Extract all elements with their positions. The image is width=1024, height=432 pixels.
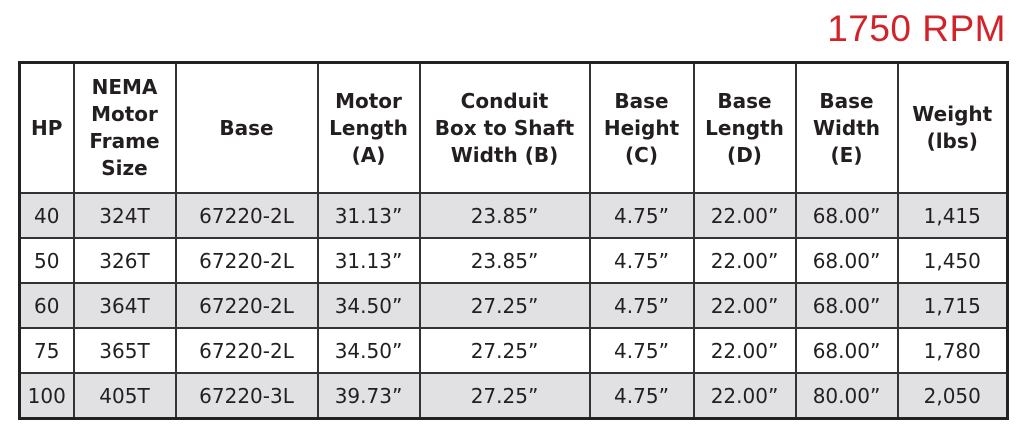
table-cell: 23.85” bbox=[418, 237, 591, 284]
column-header: Base Length (D) bbox=[692, 61, 797, 194]
table-cell: 364T bbox=[72, 282, 177, 329]
table-cell: 1,715 bbox=[896, 282, 1009, 329]
table-cell: 4.75” bbox=[588, 327, 695, 374]
column-header: Base Height (C) bbox=[588, 61, 695, 194]
table-cell: 324T bbox=[72, 192, 177, 239]
table-cell: 100 bbox=[18, 372, 75, 420]
table-cell: 34.50” bbox=[316, 327, 421, 374]
table-cell: 68.00” bbox=[794, 192, 899, 239]
table-body: 40 324T 67220-2L 31.13” 23.85” 4.75” 22.00” 68.… bbox=[18, 192, 1009, 420]
table-cell: 4.75” bbox=[588, 192, 695, 239]
table-cell: 23.85” bbox=[418, 192, 591, 239]
table-header: HP NEMA Motor Frame Size Base Motor Length … bbox=[18, 61, 1009, 194]
table-cell: 22.00” bbox=[692, 327, 797, 374]
table-cell: 4.75” bbox=[588, 237, 695, 284]
title: 1750 RPM bbox=[827, 8, 1006, 49]
table-cell: 27.25” bbox=[418, 327, 591, 374]
table-cell: 405T bbox=[72, 372, 177, 420]
table-cell: 80.00” bbox=[794, 372, 899, 420]
table-cell: 34.50” bbox=[316, 282, 421, 329]
table-cell: 22.00” bbox=[692, 372, 797, 420]
header-row: HP NEMA Motor Frame Size Base Motor Length … bbox=[18, 61, 1009, 194]
table-cell: 68.00” bbox=[794, 327, 899, 374]
table-row: 60 364T 67220-2L 34.50” 27.25” 4.75” 22.00” 68.… bbox=[18, 282, 1009, 329]
table-cell: 67220-3L bbox=[174, 372, 319, 420]
column-header: HP bbox=[18, 61, 75, 194]
table-cell: 67220-2L bbox=[174, 237, 319, 284]
table-cell: 31.13” bbox=[316, 192, 421, 239]
table-cell: 75 bbox=[18, 327, 75, 374]
table-row: 50 326T 67220-2L 31.13” 23.85” 4.75” 22.00” 68.… bbox=[18, 237, 1009, 284]
table-cell: 4.75” bbox=[588, 282, 695, 329]
column-header: Motor Length (A) bbox=[316, 61, 421, 194]
table-cell: 67220-2L bbox=[174, 192, 319, 239]
table-cell: 22.00” bbox=[692, 282, 797, 329]
table-cell: 326T bbox=[72, 237, 177, 284]
spec-table: HP NEMA Motor Frame Size Base Motor Length … bbox=[18, 61, 1009, 420]
table-cell: 1,450 bbox=[896, 237, 1009, 284]
table-cell: 40 bbox=[18, 192, 75, 239]
table-cell: 1,415 bbox=[896, 192, 1009, 239]
table-cell: 27.25” bbox=[418, 282, 591, 329]
column-header: Weight (lbs) bbox=[896, 61, 1009, 194]
table-cell: 2,050 bbox=[896, 372, 1009, 420]
table-cell: 50 bbox=[18, 237, 75, 284]
table-cell: 68.00” bbox=[794, 237, 899, 284]
table-cell: 31.13” bbox=[316, 237, 421, 284]
table-cell: 67220-2L bbox=[174, 327, 319, 374]
table-cell: 1,780 bbox=[896, 327, 1009, 374]
column-header: NEMA Motor Frame Size bbox=[72, 61, 177, 194]
table-cell: 67220-2L bbox=[174, 282, 319, 329]
table-row: 40 324T 67220-2L 31.13” 23.85” 4.75” 22.00” 68.… bbox=[18, 192, 1009, 239]
table-cell: 60 bbox=[18, 282, 75, 329]
table-row: 75 365T 67220-2L 34.50” 27.25” 4.75” 22.00” 68.… bbox=[18, 327, 1009, 374]
table-cell: 68.00” bbox=[794, 282, 899, 329]
table-cell: 4.75” bbox=[588, 372, 695, 420]
table-cell: 27.25” bbox=[418, 372, 591, 420]
table-cell: 22.00” bbox=[692, 237, 797, 284]
column-header: Conduit Box to Shaft Width (B) bbox=[418, 61, 591, 194]
table-cell: 39.73” bbox=[316, 372, 421, 420]
table-cell: 365T bbox=[72, 327, 177, 374]
table-cell: 22.00” bbox=[692, 192, 797, 239]
column-header: Base bbox=[174, 61, 319, 194]
table-row: 100 405T 67220-3L 39.73” 27.25” 4.75” 22.00” 80… bbox=[18, 372, 1009, 420]
column-header: Base Width (E) bbox=[794, 61, 899, 194]
